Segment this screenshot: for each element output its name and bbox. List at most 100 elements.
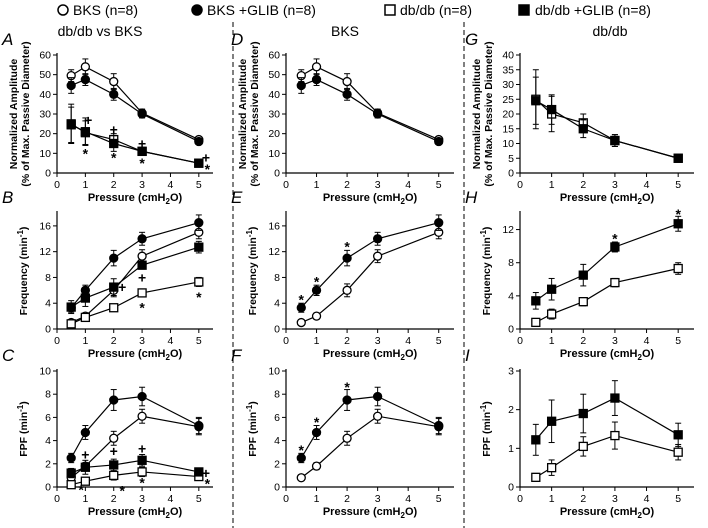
significance-plus: + (110, 122, 118, 138)
y-tick-label: 8 (274, 389, 280, 401)
data-point (342, 395, 352, 405)
y-tick-label: 0 (274, 324, 280, 336)
x-tick-label: 1 (314, 179, 320, 191)
data-point (434, 420, 444, 431)
panel-letter: I (465, 346, 470, 365)
data-point (66, 468, 76, 478)
significance-plus: + (110, 443, 118, 459)
data-point (66, 80, 76, 91)
legend-label-bks-glib: BKS +GLIB (n=8) (207, 2, 316, 18)
data-point (80, 462, 91, 472)
data-point (546, 104, 557, 115)
panel-letter: C (2, 346, 15, 365)
y-tick-label: 4 (45, 298, 51, 310)
x-tick-label: 0 (517, 335, 523, 347)
data-point (673, 263, 683, 274)
data-point (80, 74, 91, 85)
data-point (80, 127, 91, 137)
significance-plus: + (138, 269, 146, 285)
data-point (194, 242, 204, 252)
x-tick-label: 3 (612, 179, 618, 191)
significance-star: * (196, 289, 202, 305)
data-point (531, 435, 541, 445)
series-line (301, 78, 439, 143)
data-point (342, 253, 352, 263)
data-point (578, 297, 588, 307)
y-tick-label: 16 (39, 220, 51, 232)
x-tick-label: 1 (549, 493, 555, 505)
series-db-db (531, 69, 683, 163)
y-tick-label: 2 (508, 404, 514, 416)
series-line (70, 78, 200, 143)
data-point (372, 411, 383, 421)
x-tick-label: 1 (82, 493, 88, 505)
y-tick-label: 10 (268, 148, 280, 160)
data-point (194, 158, 204, 168)
y-tick-label: 6 (45, 412, 51, 424)
x-tick-label: 3 (139, 335, 145, 347)
series-line (71, 471, 199, 486)
x-tick-label: 5 (675, 493, 681, 505)
y-axis-label: Frequency (min-1) (245, 227, 259, 316)
series-line (535, 397, 679, 441)
data-point (66, 480, 76, 490)
panel-letter: G (465, 30, 478, 49)
y-tick-label: 8 (508, 257, 514, 269)
data-point (673, 153, 683, 163)
x-tick-label: 5 (675, 179, 681, 191)
x-tick-label: 3 (375, 335, 381, 347)
series-db-db-glib (66, 240, 204, 315)
y-axis-label: Frequency (min-1) (479, 227, 493, 316)
y-tick-label: 8 (45, 272, 51, 284)
x-tick-label: 4 (168, 335, 174, 347)
data-point (296, 473, 306, 483)
x-tick-label: 2 (344, 179, 350, 191)
y-tick-label: 0 (274, 168, 280, 180)
data-point (546, 284, 557, 294)
series-bks-glib (296, 386, 444, 464)
y-axis-label: Normalized Amplitude (471, 59, 483, 170)
significance-star: * (299, 291, 305, 307)
x-tick-label: 4 (405, 335, 411, 347)
data-point (610, 430, 620, 441)
data-point (137, 234, 147, 244)
y-tick-label: 4 (45, 435, 51, 447)
x-tick-label: 1 (549, 335, 555, 347)
data-point (109, 282, 119, 292)
data-point (673, 219, 683, 229)
y-tick-label: 10 (502, 138, 514, 150)
data-point (372, 109, 383, 119)
y-tick-label: 0 (508, 324, 514, 336)
data-point (296, 303, 306, 313)
y-tick-label: 60 (268, 50, 280, 62)
data-point (546, 416, 557, 426)
data-point (434, 218, 444, 228)
series-line (300, 415, 439, 479)
x-tick-label: 3 (139, 493, 145, 505)
y-tick-label: 30 (39, 109, 51, 121)
legend-label-bks: BKS (n=8) (73, 2, 138, 18)
panel-c: 0 2 4 6 8 10 0 1 2 3 4 5 Pressure (cmH2O) FPF (min-1)… (2, 346, 213, 520)
data-point (531, 472, 541, 482)
y-axis-label: Normalized Amplitude (237, 59, 249, 170)
series-bks-glib (296, 214, 444, 313)
series-bks (296, 58, 444, 145)
y-tick-label: 40 (39, 89, 51, 101)
data-point (194, 467, 204, 477)
x-tick-label: 0 (54, 493, 60, 505)
y-tick-label: 5 (508, 153, 514, 165)
significance-star: * (139, 474, 145, 490)
y-tick-label: 50 (39, 69, 51, 81)
y-tick-label: 10 (39, 148, 51, 160)
data-point (578, 270, 588, 280)
significance-plus: + (84, 112, 92, 128)
data-point (610, 277, 620, 288)
data-point (194, 218, 204, 228)
panel-letter: H (465, 188, 478, 207)
legend-label-dbdb: db/db (n=8) (400, 2, 472, 18)
x-tick-label: 3 (612, 335, 618, 347)
y-tick-label: 10 (39, 366, 51, 378)
